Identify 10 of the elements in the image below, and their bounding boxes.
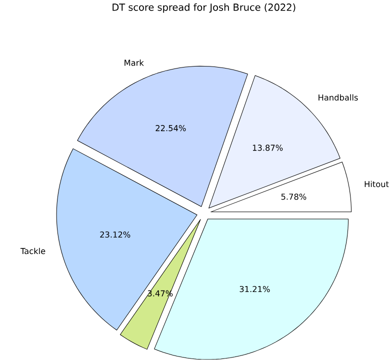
slice-label: Handballs [318, 94, 358, 101]
data-label: 13.87% [252, 144, 283, 151]
data-label: 22.54% [156, 125, 186, 132]
slice-label: Tackle [20, 248, 46, 254]
data-label: 31.21% [240, 286, 270, 292]
chart-title: DT score spread for Josh Bruce (2022) [112, 4, 296, 13]
data-label: 23.12% [100, 232, 130, 238]
data-label: 5.78% [281, 194, 306, 200]
slice-label: Mark [124, 60, 144, 66]
slice-label: Hitout [364, 180, 389, 188]
